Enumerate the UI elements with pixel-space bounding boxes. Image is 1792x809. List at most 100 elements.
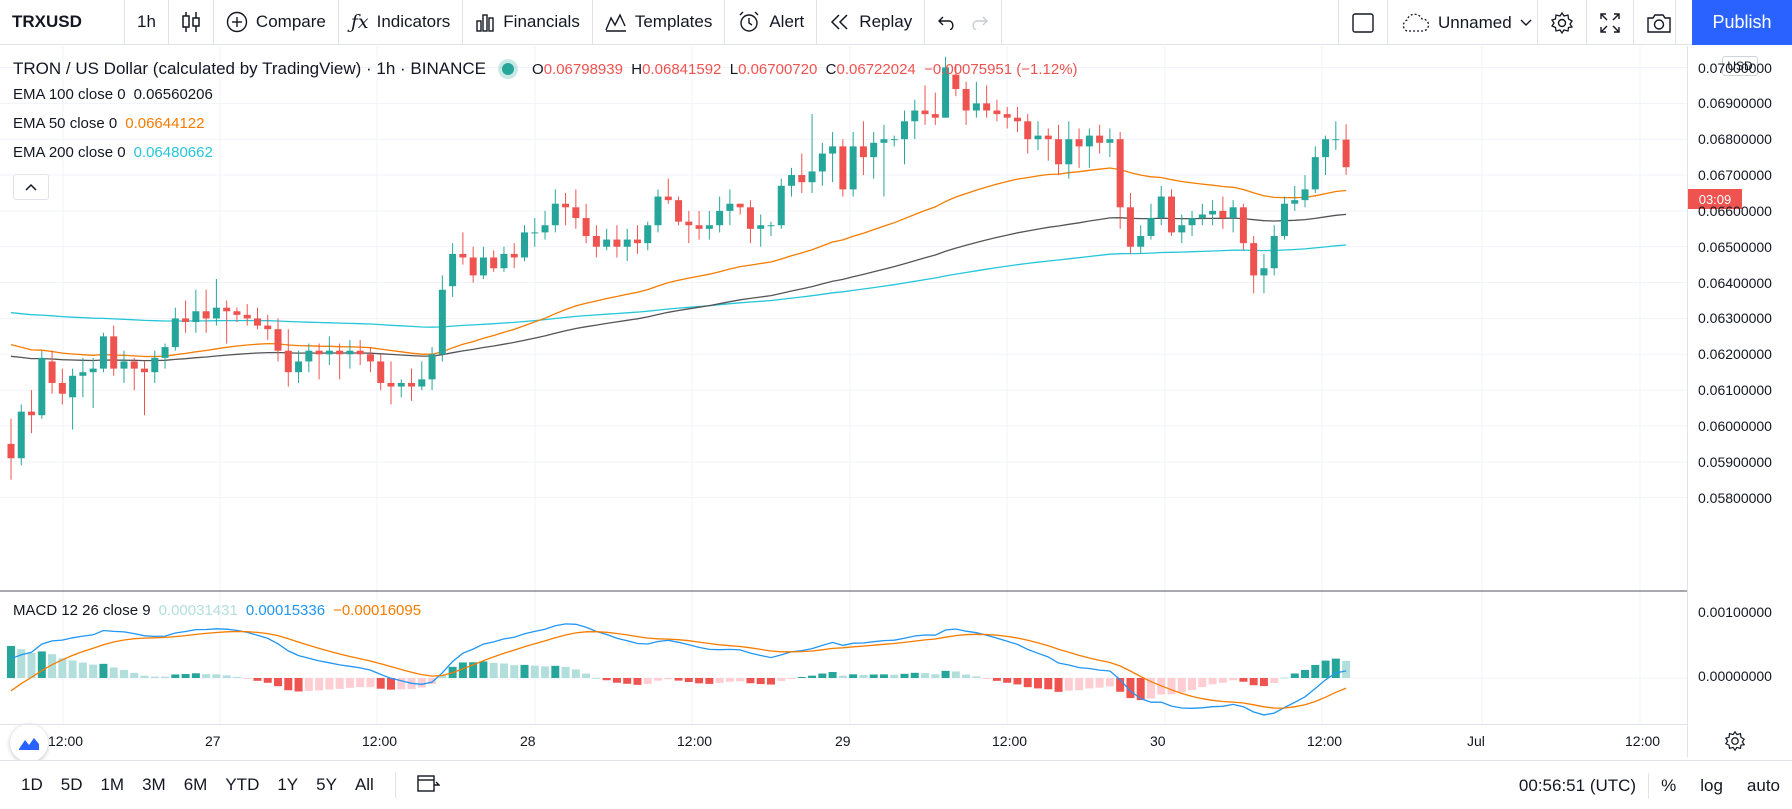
candle-body — [736, 203, 744, 208]
undo-button[interactable] — [925, 0, 963, 45]
candle-body — [983, 103, 991, 111]
candle-body — [1065, 139, 1073, 165]
alarm-clock-icon — [737, 10, 761, 34]
candle-body — [7, 443, 15, 459]
financials-button[interactable]: Financials — [463, 0, 593, 45]
range-1d[interactable]: 1D — [21, 775, 43, 794]
percent-scale-toggle[interactable]: % — [1661, 775, 1677, 795]
chart-pane[interactable]: TRON / US Dollar (calculated by TradingV… — [0, 46, 1687, 762]
auto-scale-toggle[interactable]: auto — [1746, 775, 1780, 795]
macd-histogram-bar — [664, 678, 673, 680]
macd-histogram-bar — [232, 676, 241, 678]
macd-histogram-bar — [212, 674, 221, 678]
macd-legend[interactable]: MACD 12 26 close 9 0.00031431 0.00015336… — [13, 602, 421, 619]
alert-label: Alert — [769, 12, 805, 31]
compare-button[interactable]: Compare — [214, 0, 339, 45]
templates-label: Templates — [634, 12, 713, 31]
candle-body — [911, 110, 919, 122]
candle-body — [428, 354, 436, 380]
candle-body — [233, 311, 241, 315]
candle-body — [1157, 196, 1165, 219]
goto-date-button[interactable] — [408, 773, 448, 798]
candle-body — [151, 357, 159, 373]
time-axis[interactable]: 12:00 27 12:00 28 12:00 29 12:00 30 12:00 Jul 12:0… — [0, 724, 1687, 757]
indicator-legend-ema200[interactable]: EMA 200 close 0 0.06480662 — [13, 138, 1078, 167]
macd-histogram-bar — [499, 663, 508, 678]
range-1y[interactable]: 1Y — [277, 775, 299, 794]
publish-button[interactable]: Publish — [1692, 0, 1792, 45]
time-tick-label: 12:00 — [362, 733, 398, 749]
timezone-clock[interactable]: 00:56:51 (UTC) — [1518, 775, 1637, 795]
macd-histogram-bar — [1270, 678, 1279, 683]
compare-label: Compare — [255, 12, 326, 31]
macd-histogram-bar — [530, 665, 539, 678]
settings-button[interactable] — [1538, 0, 1587, 45]
indicator-legend-ema100[interactable]: EMA 100 close 0 0.06560206 — [13, 80, 1078, 109]
macd-histogram-bar — [150, 676, 159, 678]
low-value: 0.06700720 — [738, 60, 818, 78]
candle-body — [1075, 139, 1083, 147]
chart-type-button[interactable] — [169, 0, 214, 45]
macd-histogram-bar — [1064, 678, 1073, 691]
axis-settings-button[interactable] — [1724, 730, 1746, 757]
range-all[interactable]: All — [354, 775, 374, 794]
symbol-label: TRXUSD — [12, 12, 82, 31]
candle-body — [962, 89, 970, 111]
redo-button[interactable] — [963, 0, 1003, 45]
candle-body — [1085, 135, 1093, 147]
range-1m[interactable]: 1M — [100, 775, 125, 794]
range-3m[interactable]: 3M — [142, 775, 166, 794]
templates-button[interactable]: Templates — [593, 0, 726, 45]
candle-body — [1034, 135, 1042, 140]
alert-button[interactable]: Alert — [725, 0, 818, 45]
price-tick-label: 0.06100000 — [1698, 382, 1772, 399]
macd-histogram-bar — [921, 673, 930, 678]
candle-body — [284, 350, 292, 373]
macd-histogram-bar — [1075, 678, 1084, 691]
candle-body — [1147, 218, 1155, 236]
publish-label: Publish — [1712, 12, 1772, 32]
fullscreen-toggle-button[interactable] — [1338, 0, 1388, 45]
macd-histogram-bar — [243, 678, 252, 679]
layout-name-button[interactable]: Unnamed — [1388, 0, 1538, 45]
symbol-search-button[interactable]: TRXUSD — [0, 0, 125, 45]
candle-body — [1219, 210, 1227, 219]
candle-body — [377, 361, 385, 383]
macd-histogram-bar — [951, 671, 960, 678]
chevron-up-icon — [25, 178, 37, 196]
indicator-legend-ema50[interactable]: EMA 50 close 0 0.06644122 — [13, 109, 1078, 138]
candle-body — [120, 361, 128, 369]
tradingview-logo[interactable] — [10, 724, 48, 762]
macd-histogram-bar — [1218, 678, 1227, 683]
collapse-legend-button[interactable] — [13, 174, 49, 200]
macd-histogram-bar — [592, 677, 601, 679]
open-key: O — [532, 60, 544, 78]
range-6m[interactable]: 6M — [183, 775, 208, 794]
macd-histogram-bar — [376, 678, 385, 689]
candle-body — [777, 185, 785, 226]
macd-histogram-bar — [68, 660, 77, 678]
macd-histogram-bar — [828, 672, 837, 678]
price-scale[interactable] — [1687, 46, 1792, 757]
candle-body — [1096, 135, 1104, 143]
candle-body — [531, 232, 539, 234]
candles-icon — [181, 11, 201, 33]
chart-canvas[interactable] — [0, 46, 1687, 757]
replay-button[interactable]: Replay — [817, 0, 926, 45]
candle-body — [705, 225, 713, 229]
macd-histogram-bar — [489, 662, 498, 678]
range-5d[interactable]: 5D — [60, 775, 83, 794]
currency-label[interactable]: USD — [1722, 56, 1758, 76]
snapshot-button[interactable] — [1634, 0, 1676, 45]
fullscreen-button[interactable] — [1587, 0, 1634, 45]
signal-line — [10, 630, 1347, 709]
indicators-button[interactable]: ƒx Indicators — [339, 0, 464, 45]
range-5y[interactable]: 5Y — [316, 775, 337, 794]
range-ytd[interactable]: YTD — [225, 775, 260, 794]
candle-body — [274, 329, 282, 351]
interval-button[interactable]: 1h — [125, 0, 169, 45]
log-scale-toggle[interactable]: log — [1700, 775, 1723, 795]
candle-body — [1250, 243, 1258, 276]
macd-histogram-bar — [1095, 678, 1104, 688]
price-tick-label: 0.06900000 — [1698, 95, 1772, 112]
